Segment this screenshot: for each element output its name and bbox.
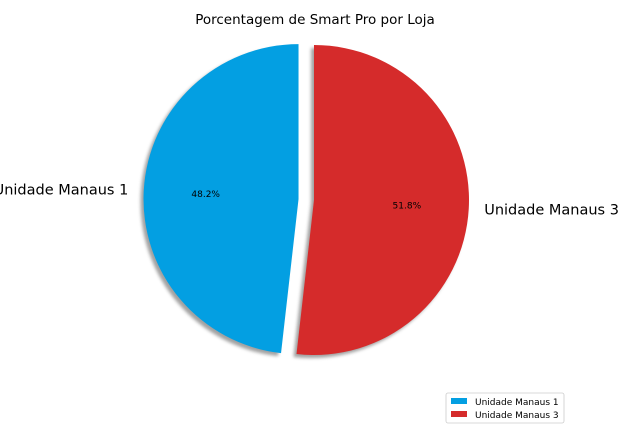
slice-label-1: Unidade Manaus 3 — [484, 203, 619, 219]
slice-label-0: Unidade Manaus 1 — [0, 182, 128, 198]
legend-frame — [445, 392, 565, 424]
legend-entry-0: Unidade Manaus 1 — [475, 398, 559, 408]
pie-slice-0 — [143, 44, 299, 354]
legend-swatch-1 — [451, 411, 467, 417]
pie-slice-1 — [296, 45, 469, 355]
slices — [143, 44, 469, 355]
legend-entry-1: Unidade Manaus 3 — [475, 411, 559, 421]
slice-pct-label-0: 48.2% — [191, 190, 220, 200]
slice-labels: Unidade Manaus 1 48.2% Unidade Manaus 3 51.… — [0, 182, 619, 218]
slice-pct-label-1: 51.8% — [393, 201, 422, 211]
legend: Unidade Manaus 1 Unidade Manaus 3 — [445, 392, 565, 424]
legend-swatch-0 — [451, 398, 467, 404]
chart-title: Porcentagem de Smart Pro por Loja — [195, 12, 435, 28]
